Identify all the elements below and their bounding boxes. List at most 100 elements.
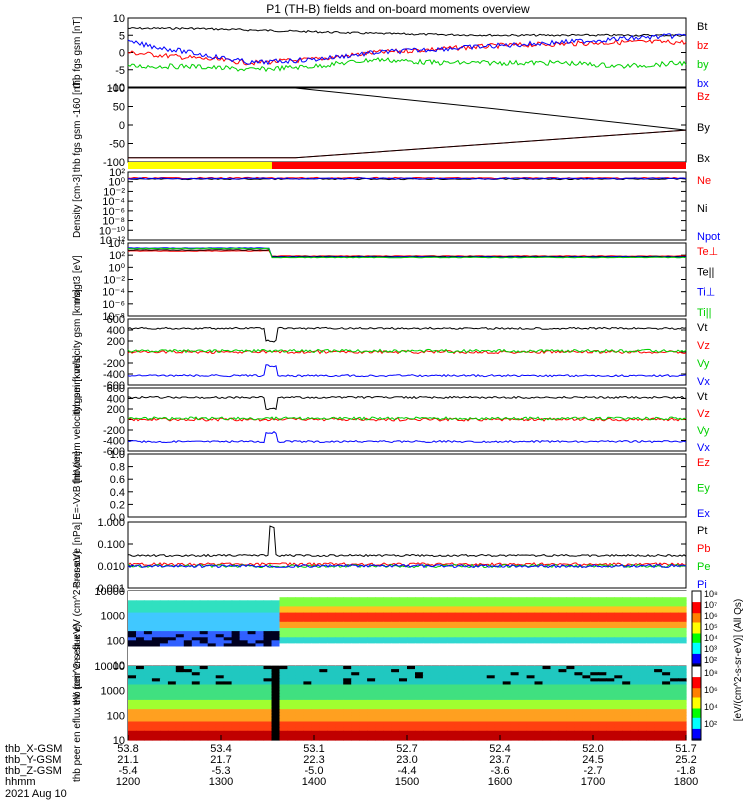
spectro-cell [558, 615, 568, 620]
spectro-cell [470, 652, 480, 657]
spectro-cell [646, 666, 655, 670]
spectro-cell [558, 687, 568, 692]
spectro-cell [454, 591, 464, 595]
spectro-cell [614, 687, 623, 692]
spectro-cell [128, 721, 137, 726]
spectro-cell [231, 736, 241, 741]
spectro-cell [175, 603, 185, 607]
spectro-cell [263, 727, 273, 732]
spectro-cell [486, 733, 496, 738]
spectro-cell [614, 672, 623, 676]
spectro-cell [191, 609, 201, 614]
spectro-cell [128, 631, 137, 635]
spectro-cell [518, 606, 528, 611]
spectro-cell [191, 715, 201, 719]
spectro-cell [566, 718, 575, 723]
spectro-cell [534, 594, 544, 598]
spectro-cell [502, 640, 512, 644]
spectro-cell [622, 661, 631, 666]
xaxis-tick-value: 53.1 [303, 743, 324, 755]
spectro-cell [662, 690, 671, 695]
spectro-cell [319, 727, 328, 732]
spectro-cell [598, 631, 607, 635]
spectro-cell [159, 690, 169, 695]
spectro-cell [566, 618, 575, 623]
ytick-label: 10⁻² [103, 186, 125, 198]
spectro-cell [646, 628, 655, 632]
spectro-cell [678, 703, 687, 707]
spectro-cell [582, 703, 591, 707]
spectro-cell [399, 618, 408, 623]
spectro-cell [263, 703, 273, 707]
spectro-cell [359, 699, 368, 704]
spectro-cell [454, 696, 464, 701]
spectro-cell [223, 699, 233, 704]
spectro-cell [430, 637, 440, 641]
spectro-cell [638, 730, 647, 735]
spectro-cell [136, 615, 145, 620]
spectro-cell [151, 637, 161, 641]
spectro-cell [239, 628, 249, 632]
spectro-cell [343, 678, 352, 682]
colorbar-cell [692, 736, 701, 739]
spectro-cell [255, 727, 265, 732]
spectro-cell [494, 631, 504, 635]
spectro-cell [407, 675, 416, 679]
spectro-cell [646, 658, 655, 663]
spectro-cell [526, 675, 536, 679]
spectro-cell [367, 597, 376, 601]
spectro-cell [311, 652, 320, 657]
spectro-cell [271, 675, 281, 679]
spectro-cell [518, 678, 528, 682]
spectro-cell [446, 628, 456, 632]
ytick-label: 10² [109, 250, 125, 262]
xaxis-tick-value: 52.7 [396, 743, 417, 755]
spectro-cell [606, 718, 615, 723]
spectro-cell [399, 640, 408, 644]
spectro-cell [566, 609, 575, 614]
spectro-cell [415, 600, 424, 604]
spectro-cell [303, 687, 312, 692]
spectro-cell [279, 612, 289, 617]
colorbar-cell [692, 714, 701, 717]
spectro-cell [438, 615, 448, 620]
spectro-cell [343, 643, 352, 648]
spectro-cell [518, 600, 528, 604]
spectro-cell [136, 643, 145, 648]
spectro-cell [638, 597, 647, 601]
spectro-cell [518, 624, 528, 629]
spectro-cell [167, 624, 177, 629]
spectro-cell [199, 706, 209, 710]
spectro-cell [478, 634, 488, 638]
spectro-cell [462, 672, 472, 676]
spectro-cell [574, 612, 583, 617]
spectro-cell [359, 678, 368, 682]
spectro-cell [430, 652, 440, 657]
spectro-cell [263, 643, 273, 648]
spectro-cell [143, 646, 153, 651]
spectro-cell [327, 621, 336, 626]
spectro-cell [159, 591, 169, 595]
spectro-cell [151, 672, 161, 676]
spectro-cell [263, 730, 273, 735]
spectro-cell [295, 730, 304, 735]
spectro-cell [279, 675, 289, 679]
ytick-label: -400 [103, 436, 125, 448]
spectro-cell [351, 727, 360, 732]
spectro-cell [255, 606, 265, 611]
spectro-cell [486, 669, 496, 673]
spectro-cell [590, 612, 599, 617]
spectro-cell [375, 640, 384, 644]
spectro-cell [215, 652, 225, 657]
spectro-cell [136, 681, 145, 686]
spectro-cell [590, 721, 599, 726]
spectro-cell [159, 643, 169, 648]
spectro-cell [582, 658, 591, 663]
spectro-cell [446, 678, 456, 682]
spectro-cell [502, 594, 512, 598]
spectro-cell [606, 715, 615, 719]
spectro-cell [630, 606, 639, 611]
spectro-cell [207, 730, 217, 735]
spectro-cell [295, 631, 304, 635]
spectro-cell [470, 690, 480, 695]
